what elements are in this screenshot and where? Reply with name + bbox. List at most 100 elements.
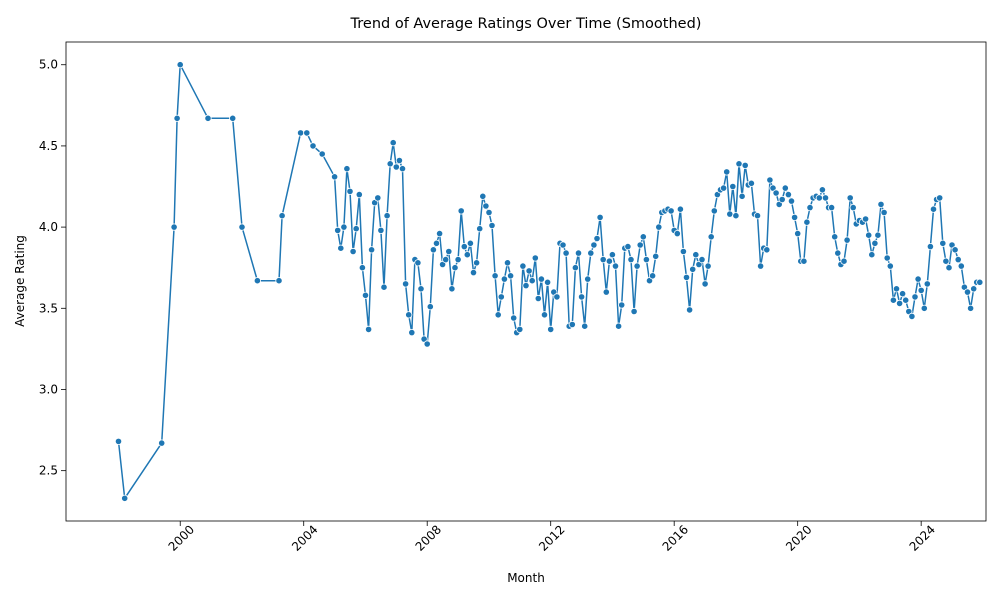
data-point <box>892 285 901 293</box>
data-point <box>398 165 407 173</box>
data-point <box>330 173 339 181</box>
data-point <box>519 262 527 270</box>
data-point <box>831 233 839 241</box>
data-point <box>574 249 583 257</box>
data-point <box>926 243 935 251</box>
data-point <box>707 233 715 241</box>
data-point <box>318 150 326 158</box>
data-point <box>803 218 811 226</box>
data-point <box>170 223 178 231</box>
y-tick-label: 3.5 <box>39 301 58 315</box>
data-point <box>204 114 212 122</box>
data-point <box>766 176 774 184</box>
data-point <box>571 264 580 272</box>
data-point <box>784 191 793 199</box>
data-point <box>818 186 827 194</box>
data-point <box>923 280 931 288</box>
data-point <box>334 226 342 234</box>
data-point <box>685 306 694 314</box>
data-point <box>525 267 533 275</box>
data-point <box>374 194 382 202</box>
data-point <box>395 156 403 165</box>
x-tick-label: 2008 <box>413 522 444 553</box>
data-point <box>719 184 728 192</box>
data-point <box>676 205 685 213</box>
data-point <box>361 291 370 299</box>
data-point <box>966 304 975 312</box>
data-point <box>682 273 691 281</box>
data-point <box>846 194 854 202</box>
data-point <box>815 194 823 202</box>
data-point <box>840 257 848 265</box>
y-tick-label: 4.0 <box>39 220 58 234</box>
data-point <box>929 205 938 213</box>
data-point <box>652 252 660 260</box>
data-point <box>491 272 499 280</box>
data-point <box>639 233 647 241</box>
data-point <box>710 207 718 215</box>
data-point <box>861 215 870 223</box>
data-point <box>380 283 388 291</box>
data-point <box>781 184 789 192</box>
data-point <box>494 311 502 319</box>
data-point <box>611 262 620 270</box>
data-point <box>442 255 450 264</box>
data-point <box>392 163 400 171</box>
data-point <box>423 340 431 348</box>
data-point <box>723 168 731 176</box>
data-point <box>114 437 123 445</box>
data-point <box>880 208 888 217</box>
data-point <box>121 494 129 502</box>
chart-title: Trend of Average Ratings Over Time (Smoo… <box>350 16 702 32</box>
data-point <box>957 262 965 270</box>
data-point <box>698 255 706 264</box>
data-point <box>701 280 709 288</box>
data-point <box>432 239 441 247</box>
data-point <box>377 226 385 234</box>
data-point <box>787 197 796 205</box>
y-axis-label: Average Rating <box>13 235 27 327</box>
data-point <box>500 275 508 283</box>
data-point <box>562 249 570 257</box>
data-point <box>364 325 373 333</box>
data-point <box>763 246 771 254</box>
data-point <box>883 254 891 262</box>
data-point <box>303 129 311 137</box>
data-point <box>553 293 561 301</box>
data-point <box>454 255 462 264</box>
data-point <box>340 223 348 231</box>
data-point <box>367 246 376 254</box>
data-point <box>679 247 688 256</box>
data-point <box>596 213 604 221</box>
data-point <box>914 275 922 283</box>
data-point <box>729 182 737 191</box>
data-point <box>602 288 610 296</box>
data-point <box>753 212 762 220</box>
data-point <box>741 161 749 169</box>
data-point <box>963 288 972 296</box>
y-tick-label: 4.5 <box>39 139 58 153</box>
x-tick-label: 2000 <box>166 522 197 553</box>
data-point <box>309 142 317 150</box>
data-point <box>655 223 663 231</box>
data-point <box>917 286 925 294</box>
data-point <box>435 230 444 238</box>
y-tick-label: 2.5 <box>39 464 58 478</box>
data-point <box>472 259 481 267</box>
data-point <box>417 285 425 293</box>
data-point <box>599 255 607 264</box>
data-point <box>667 207 675 215</box>
data-point <box>945 264 953 272</box>
data-point <box>951 246 959 254</box>
data-point <box>547 325 555 333</box>
data-point <box>895 299 904 307</box>
data-point <box>843 236 851 244</box>
data-point <box>352 225 360 233</box>
x-tick-label: 2012 <box>536 522 567 553</box>
data-point <box>834 249 842 257</box>
data-point <box>540 311 549 319</box>
data-point <box>445 247 453 256</box>
data-point <box>337 244 345 252</box>
data-point <box>460 243 468 251</box>
